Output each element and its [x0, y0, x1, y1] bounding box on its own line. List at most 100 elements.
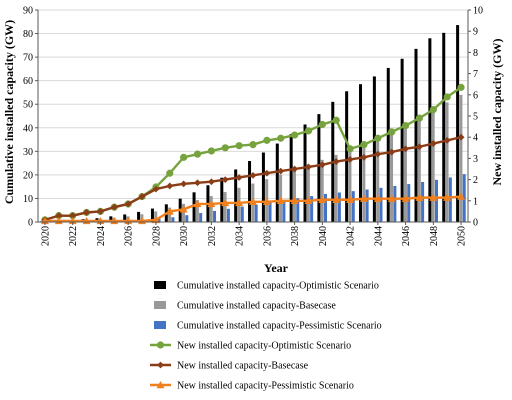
point-pessimistic-2043	[359, 194, 368, 202]
point-pessimistic-2048	[429, 193, 438, 201]
x-tick-label: 2044	[373, 226, 384, 246]
bar-pessimistic-2034	[240, 206, 244, 222]
bar-optimistic-2039	[303, 124, 307, 222]
point-basecase-2033	[221, 176, 229, 183]
y-tick-label-left: 0	[28, 218, 33, 229]
bar-optimistic-2049	[442, 32, 446, 222]
bar-basecase-2042	[348, 149, 352, 222]
x-tick-label: 2040	[318, 226, 329, 246]
bar-optimistic-2027	[137, 211, 141, 222]
point-optimistic-2048	[429, 106, 437, 114]
point-basecase-2024	[97, 208, 104, 215]
x-tick-label: 2030	[179, 226, 190, 246]
point-pessimistic-2038	[290, 196, 299, 204]
point-pessimistic-2042	[346, 195, 355, 203]
bar-pessimistic-2043	[365, 189, 369, 222]
point-pessimistic-2039	[304, 196, 313, 204]
y-tick-label-right: 4	[473, 133, 478, 144]
point-basecase-2048	[429, 140, 437, 147]
bar-optimistic-2035	[248, 160, 252, 222]
point-optimistic-2047	[415, 114, 424, 122]
bar-pessimistic-2028	[157, 218, 161, 222]
point-pessimistic-2031	[193, 199, 202, 208]
point-basecase-2023	[83, 209, 90, 216]
point-basecase-2047	[416, 143, 423, 151]
point-basecase-2050	[457, 133, 465, 141]
bar-basecase-2038	[292, 169, 296, 222]
bar-optimistic-2043	[359, 84, 363, 222]
legend-swatch	[154, 281, 166, 289]
point-pessimistic-2037	[276, 196, 285, 204]
point-optimistic-2034	[235, 142, 243, 150]
bar-basecase-2041	[334, 154, 338, 222]
point-pessimistic-2044	[373, 194, 382, 202]
bar-pessimistic-2031	[199, 213, 203, 222]
x-tick-label: 2038	[290, 226, 301, 246]
gridlines	[38, 9, 468, 223]
point-pessimistic-2050	[457, 192, 466, 200]
bar-basecase-2046	[403, 124, 407, 222]
point-basecase-2028	[152, 185, 160, 193]
point-basecase-2030	[180, 180, 188, 188]
bar-optimistic-2025	[109, 216, 113, 222]
y-tick-label-right: 10	[473, 6, 483, 17]
bar-pessimistic-2038	[296, 198, 300, 222]
bar-basecase-2032	[209, 196, 213, 222]
y-tick-label-left: 30	[23, 147, 33, 158]
bar-optimistic-2042	[345, 91, 349, 223]
legend-marker	[156, 341, 165, 349]
bar-optimistic-2045	[386, 67, 390, 223]
bar-pessimistic-2039	[310, 196, 314, 222]
legend-label: Cumulative installed capacity-Optimistic…	[177, 281, 379, 292]
y-tick-label-left: 90	[23, 6, 33, 17]
point-pessimistic-2041	[332, 195, 341, 203]
x-tick-label: 2028	[151, 226, 162, 246]
x-tick-label: 2042	[346, 226, 357, 246]
bar-optimistic-2028	[150, 208, 154, 222]
legend-swatch	[154, 301, 166, 309]
x-tick-label: 2048	[429, 226, 440, 246]
point-optimistic-2043	[360, 141, 368, 149]
point-optimistic-2032	[207, 147, 215, 155]
bar-basecase-2044	[376, 137, 380, 222]
bar-pessimistic-2033	[226, 208, 230, 222]
bar-pessimistic-2036	[268, 202, 272, 222]
bar-basecase-2047	[417, 117, 421, 222]
point-pessimistic-2045	[387, 194, 396, 202]
point-basecase-2038	[291, 165, 299, 173]
point-pessimistic-2040	[318, 195, 327, 203]
bar-basecase-2039	[306, 164, 310, 222]
bar-pessimistic-2030	[185, 215, 189, 222]
y-tick-label-right: 3	[473, 154, 478, 165]
bar-optimistic-2033	[220, 177, 224, 222]
bar-optimistic-2048	[428, 38, 432, 223]
y-axis-title-right: New installed capacity (GW)	[490, 39, 504, 186]
y-axis-title-left: Cumulative installed capacity (GW)	[2, 20, 16, 204]
x-tick-label: 2026	[124, 226, 135, 246]
y-tick-label-left: 40	[23, 123, 33, 134]
legend-marker	[157, 361, 164, 369]
bar-basecase-2030	[181, 203, 185, 222]
bar-optimistic-2040	[317, 114, 321, 222]
point-basecase-2046	[402, 145, 409, 153]
x-tick-label: 2046	[401, 226, 412, 246]
legend-swatch	[154, 321, 166, 329]
point-optimistic-2046	[401, 121, 410, 130]
point-pessimistic-2035	[249, 197, 257, 206]
bar-optimistic-2050	[456, 25, 460, 222]
point-basecase-2040	[318, 161, 326, 169]
point-basecase-2049	[443, 136, 451, 144]
bar-pessimistic-2046	[407, 184, 411, 222]
x-tick-label: 2024	[96, 226, 107, 246]
point-optimistic-2042	[346, 145, 354, 153]
point-pessimistic-2029	[165, 207, 174, 215]
bar-pessimistic-2044	[379, 187, 383, 222]
bar-optimistic-2047	[414, 48, 418, 222]
point-basecase-2025	[110, 203, 118, 211]
y-tick-label-left: 50	[23, 100, 33, 111]
point-basecase-2031	[194, 179, 201, 187]
bar-optimistic-2038	[289, 134, 293, 222]
point-basecase-2026	[124, 200, 132, 208]
